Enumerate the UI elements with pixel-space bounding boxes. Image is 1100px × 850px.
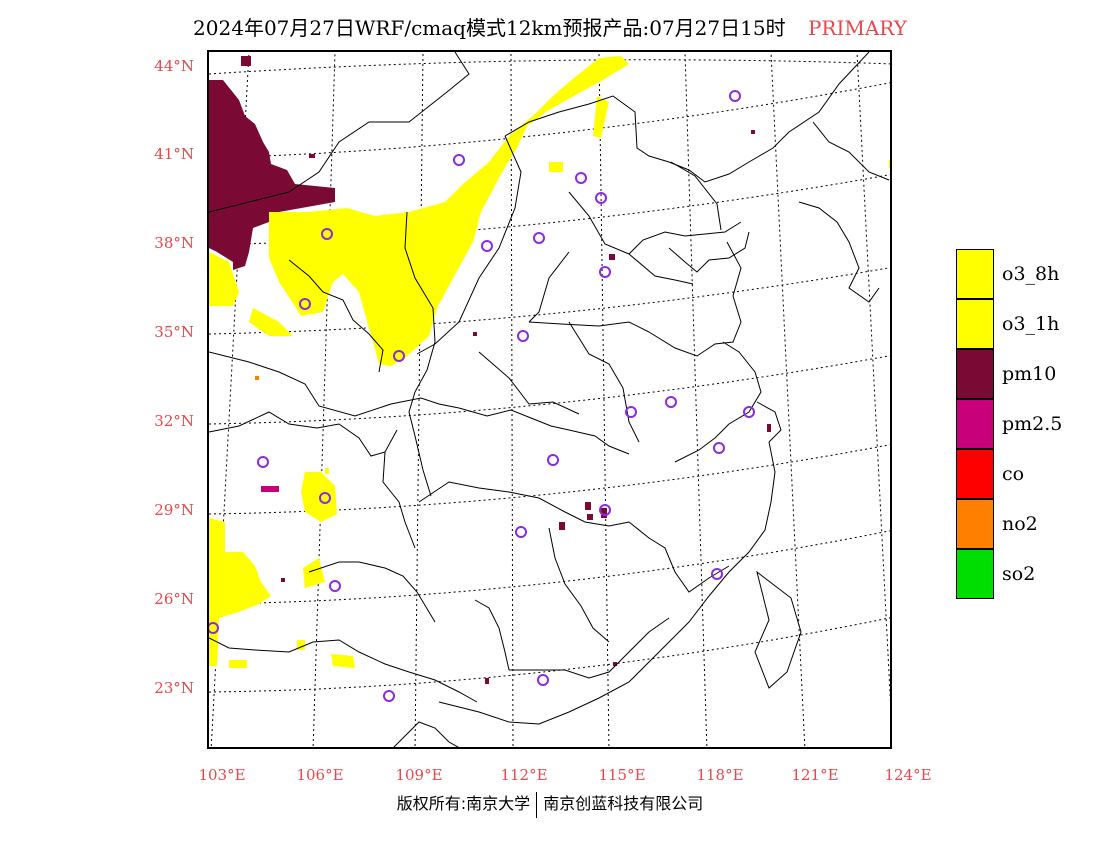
lat-label-35: 35°N xyxy=(154,323,194,341)
no2-patch xyxy=(255,376,259,380)
legend-swatch-no2 xyxy=(956,499,994,549)
lon-label-124: 124°E xyxy=(884,766,932,784)
legend-label-so2: so2 xyxy=(1002,563,1036,585)
lat-label-32: 32°N xyxy=(154,412,194,430)
product-label: PRIMARY xyxy=(807,16,907,40)
lat-label-41: 41°N xyxy=(154,145,194,163)
lon-label-106: 106°E xyxy=(296,766,344,784)
legend-label-o3-1h: o3_1h xyxy=(1002,313,1060,335)
lat-label-23: 23°N xyxy=(154,679,194,697)
legend-swatch-co xyxy=(956,449,994,499)
lon-label-103: 103°E xyxy=(198,766,246,784)
latitude-gridlines xyxy=(209,59,890,693)
footer-divider xyxy=(536,791,538,818)
legend-label-pm10: pm10 xyxy=(1002,363,1057,385)
lat-label-26: 26°N xyxy=(154,590,194,608)
lon-label-118: 118°E xyxy=(696,766,744,784)
legend-label-o3-8h: o3_8h xyxy=(1002,263,1060,285)
copyright-footer: 版权所有:南京大学 南京创蓝科技有限公司 xyxy=(0,790,1100,818)
copyright-company: 南京创蓝科技有限公司 xyxy=(543,794,704,813)
map-panel[interactable] xyxy=(207,50,892,749)
legend-label-no2: no2 xyxy=(1002,513,1038,535)
lat-label-38: 38°N xyxy=(154,234,194,252)
map-title: 2024年07月27日WRF/cmaq模式12km预报产品:07月27日15时 … xyxy=(0,12,1100,41)
legend-swatch-so2 xyxy=(956,549,994,599)
province-boundaries xyxy=(209,52,890,747)
pm10-field xyxy=(209,56,771,684)
map-canvas[interactable] xyxy=(209,52,892,749)
legend-swatch-o3-8h xyxy=(956,249,994,299)
lon-label-112: 112°E xyxy=(500,766,548,784)
legend-swatch-pm10 xyxy=(956,349,994,399)
pm25-patch xyxy=(261,486,279,492)
lon-label-115: 115°E xyxy=(598,766,646,784)
station-markers xyxy=(209,90,755,702)
title-text: 2024年07月27日WRF/cmaq模式12km预报产品:07月27日15时 xyxy=(193,16,786,40)
legend-swatch-o3-1h xyxy=(956,299,994,349)
legend-swatch-pm25 xyxy=(956,399,994,449)
lon-label-109: 109°E xyxy=(395,766,443,784)
lat-label-44: 44°N xyxy=(154,57,194,75)
legend-label-pm25: pm2.5 xyxy=(1002,413,1063,435)
copyright-owner: 版权所有:南京大学 xyxy=(396,794,531,813)
lat-label-29: 29°N xyxy=(154,501,194,519)
legend-label-co: co xyxy=(1002,463,1025,485)
lon-label-121: 121°E xyxy=(791,766,839,784)
o3-field xyxy=(209,56,890,668)
